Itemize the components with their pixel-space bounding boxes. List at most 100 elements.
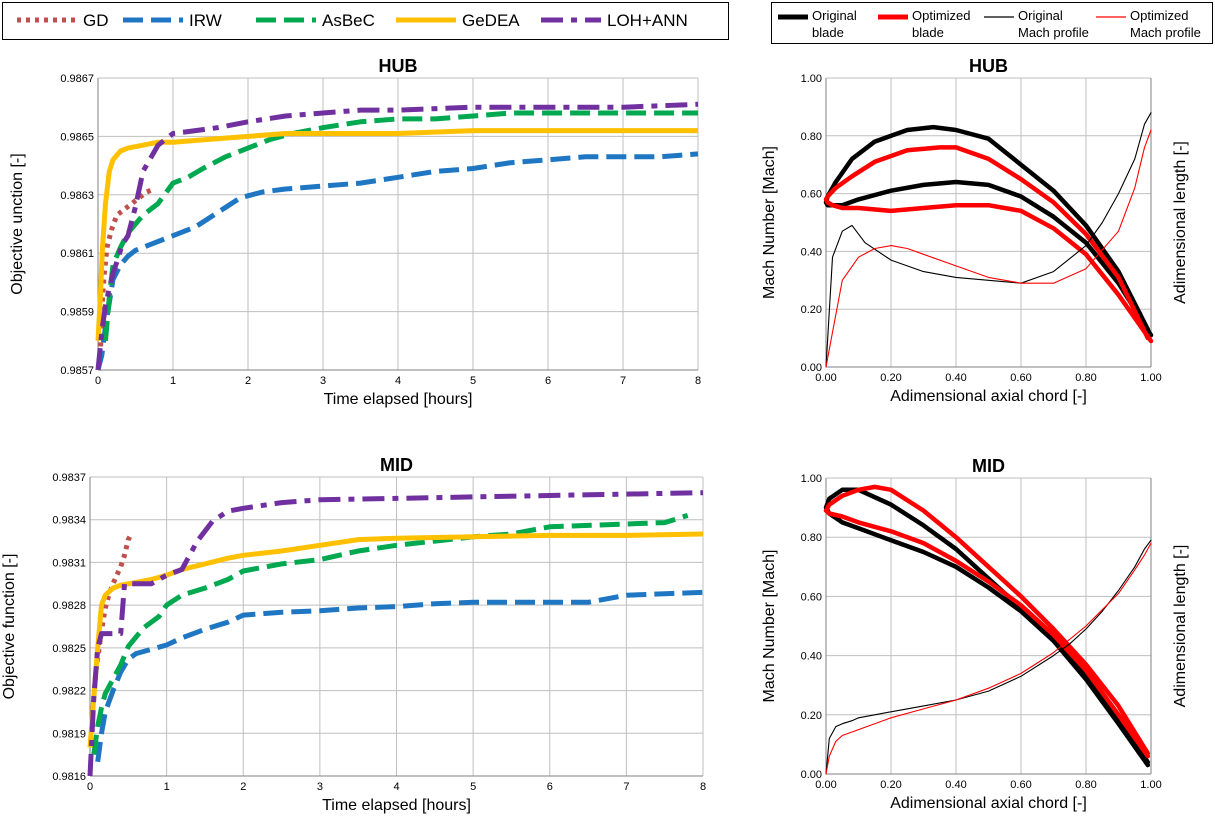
chart4-y-tick-label: 1.00 bbox=[801, 473, 822, 485]
chart3-x-tick-label: 0.60 bbox=[1010, 372, 1031, 384]
chart4-y-axis-label-right: Adimensional length [-] bbox=[1172, 545, 1189, 708]
chart2-x-tick-label: 2 bbox=[240, 781, 246, 793]
chart1-x-tick-label: 0 bbox=[95, 375, 101, 387]
chart2-series-loh-ann bbox=[87, 490, 704, 777]
chart1-x-tick-label: 7 bbox=[620, 375, 626, 387]
chart4-x-axis-label: Adimensional axial chord [-] bbox=[890, 795, 1087, 812]
chart2-y-tick-label: 0.9834 bbox=[52, 515, 86, 527]
chart4-y-tick-label: 0.40 bbox=[801, 651, 822, 663]
chart3-series-optimized-blade bbox=[823, 145, 1154, 344]
chart4-y-tick-label: 0.20 bbox=[801, 710, 822, 722]
chart4-x-tick-label: 0.40 bbox=[945, 779, 966, 791]
chart2-title: MID bbox=[380, 455, 413, 475]
chart3-x-tick-label: 1.00 bbox=[1140, 372, 1161, 384]
chart2-y-tick-label: 0.9831 bbox=[52, 557, 86, 569]
legend-label-loh-ann: LOH+ANN bbox=[607, 11, 688, 30]
chart1-x-tick-label: 3 bbox=[320, 375, 326, 387]
chart2-y-tick-label: 0.9819 bbox=[52, 728, 86, 740]
legend-blade-profiles: Original blade Optimized blade Original Mach … bbox=[771, 2, 1213, 44]
chart3-y-tick-label: 0.60 bbox=[801, 189, 822, 201]
chart3-y-tick-label: 0.20 bbox=[801, 304, 822, 316]
chart3-y-tick-label: 0.80 bbox=[801, 131, 822, 143]
legend-label-asbec: AsBeC bbox=[322, 11, 375, 30]
chart2-x-axis-label: Time elapsed [hours] bbox=[322, 797, 471, 814]
chart2-x-tick-label: 0 bbox=[87, 781, 93, 793]
chart3-x-tick-label: 0.40 bbox=[945, 372, 966, 384]
chart4-x-tick-label: 0.20 bbox=[880, 779, 901, 791]
chart2-x-tick-label: 8 bbox=[700, 781, 706, 793]
chart4-x-tick-label: 1.00 bbox=[1140, 779, 1161, 791]
chart2-x-tick-label: 7 bbox=[623, 781, 629, 793]
chart4-y-axis-label: Mach Number [Mach] bbox=[761, 550, 778, 703]
chart2-x-tick-label: 1 bbox=[164, 781, 170, 793]
chart2-y-tick-label: 0.9822 bbox=[52, 686, 86, 698]
legend-blade-svg: Original blade Optimized blade Original Mach … bbox=[778, 8, 1201, 40]
legend-label-gedea: GeDEA bbox=[462, 11, 520, 30]
chart4-series-optimized-mach-profile bbox=[825, 542, 1152, 775]
chart3-y-tick-label: 0.40 bbox=[801, 246, 822, 258]
legend-label-line2: blade bbox=[912, 25, 944, 40]
chart3-x-tick-label: 0.20 bbox=[880, 372, 901, 384]
legend-label-gd: GD bbox=[83, 11, 109, 30]
chart3-y-tick-label: 0.00 bbox=[801, 362, 822, 374]
chart1-series-loh-ann bbox=[95, 101, 699, 371]
chart4-x-tick-label: 0.80 bbox=[1075, 779, 1096, 791]
chart1-y-axis-label: Objective unction [-] bbox=[9, 153, 26, 294]
chart3-title: HUB bbox=[969, 56, 1008, 76]
legend-label-line1: Optimized bbox=[912, 8, 971, 23]
chart4-x-tick-label: 0.00 bbox=[815, 779, 836, 791]
legend-methods: GD IRW AsBeC GeDEA LOH+ANN bbox=[2, 2, 729, 40]
chart1-x-tick-label: 4 bbox=[395, 375, 401, 387]
chart2-y-axis-label: Objective function [-] bbox=[1, 554, 18, 700]
chart4-x-tick-label: 0.60 bbox=[1010, 779, 1031, 791]
chart2-x-tick-label: 6 bbox=[547, 781, 553, 793]
chart2-x-tick-label: 5 bbox=[470, 781, 476, 793]
chart3-x-tick-label: 0.00 bbox=[815, 372, 836, 384]
chart1-x-tick-label: 2 bbox=[245, 375, 251, 387]
chart2-series-gedea bbox=[87, 531, 704, 748]
chart4-y-tick-label: 0.00 bbox=[801, 769, 822, 781]
chart1-series-gd bbox=[97, 186, 156, 356]
chart2-x-tick-label: 4 bbox=[393, 781, 399, 793]
chart4-series-optimized-blade bbox=[823, 484, 1151, 759]
legend-label-line1: Original bbox=[812, 8, 857, 23]
chart1-x-tick-label: 5 bbox=[470, 375, 476, 387]
legend-label-line2: blade bbox=[812, 25, 844, 40]
chart3-x-tick-label: 0.80 bbox=[1075, 372, 1096, 384]
chart1-y-tick-label: 0.9859 bbox=[60, 307, 94, 319]
legend-label-line2: Mach profile bbox=[1018, 25, 1089, 40]
legend-label-line2: Mach profile bbox=[1130, 25, 1201, 40]
chart1-series-asbec bbox=[103, 110, 698, 342]
chart1-y-tick-label: 0.9867 bbox=[60, 73, 94, 85]
legend-methods-svg: GD IRW AsBeC GeDEA LOH+ANN bbox=[17, 11, 688, 30]
chart1-y-tick-label: 0.9865 bbox=[60, 131, 94, 143]
chart4-y-tick-label: 0.80 bbox=[801, 532, 822, 544]
chart4-y-tick-label: 0.60 bbox=[801, 591, 822, 603]
chart3-y-axis-label-right: Adimensional length [-] bbox=[1172, 141, 1189, 304]
chart2-x-tick-label: 3 bbox=[317, 781, 323, 793]
chart1-y-tick-label: 0.9863 bbox=[60, 190, 94, 202]
chart1-series-gedea bbox=[95, 128, 698, 341]
chart1-title: HUB bbox=[379, 56, 418, 76]
chart2-series-irw bbox=[95, 589, 704, 763]
chart1-x-tick-label: 8 bbox=[695, 375, 701, 387]
chart3-y-axis-label: Mach Number [Mach] bbox=[761, 146, 778, 299]
chart3-y-tick-label: 1.00 bbox=[801, 73, 822, 85]
chart4-series-original-mach-profile bbox=[825, 539, 1152, 775]
chart1-y-tick-label: 0.9861 bbox=[60, 248, 94, 260]
chart1-x-axis-label: Time elapsed [hours] bbox=[324, 391, 473, 408]
chart1-x-tick-label: 6 bbox=[545, 375, 551, 387]
legend-label-line1: Optimized bbox=[1130, 8, 1189, 23]
chart2-y-tick-label: 0.9816 bbox=[52, 771, 86, 783]
chart3-series-original-mach-profile bbox=[825, 112, 1152, 368]
chart2-y-tick-label: 0.9825 bbox=[52, 643, 86, 655]
chart4-title: MID bbox=[972, 456, 1005, 476]
chart2-y-tick-label: 0.9828 bbox=[52, 600, 86, 612]
chart1-y-tick-label: 0.9857 bbox=[60, 365, 94, 377]
legend-label-irw: IRW bbox=[189, 11, 222, 30]
chart3-series-optimized-mach-profile bbox=[825, 129, 1152, 368]
chart3-x-axis-label: Adimensional axial chord [-] bbox=[890, 388, 1087, 405]
chart2-y-tick-label: 0.9837 bbox=[52, 472, 86, 484]
legend-label-line1: Original bbox=[1018, 8, 1063, 23]
